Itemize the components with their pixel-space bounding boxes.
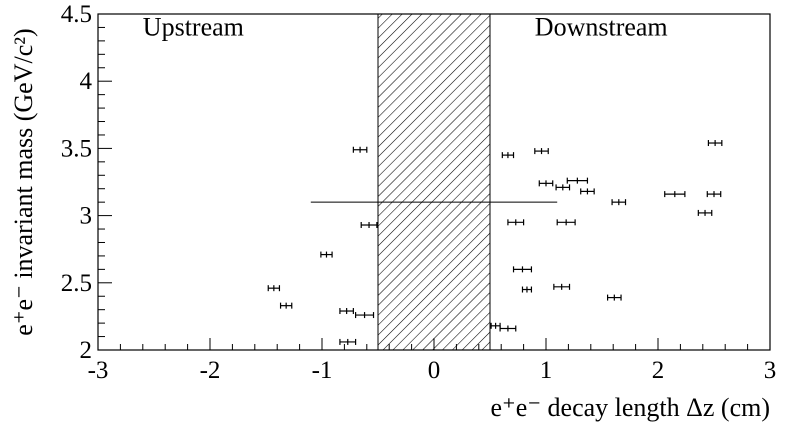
data-point <box>706 191 722 198</box>
x-tick-label: 0 <box>428 357 441 384</box>
text-layer: -3 -2 -1 0 1 2 3 2 2.5 3 3.5 4 4.5 Upstream Downstream… <box>9 1 776 422</box>
data-point <box>490 322 501 329</box>
tick-layer <box>97 13 771 351</box>
data-point <box>339 308 354 315</box>
y-tick-label: 3.5 <box>61 135 92 162</box>
data-point <box>707 140 723 147</box>
y-tick-label: 2 <box>80 337 93 364</box>
data-point <box>279 302 293 309</box>
data-point <box>664 191 686 198</box>
data-point <box>339 338 357 345</box>
data-point <box>352 146 368 153</box>
data-point <box>538 180 554 187</box>
x-tick-label: -2 <box>200 357 221 384</box>
x-tick-label: 3 <box>764 357 777 384</box>
shaded-region-hatch <box>378 14 490 350</box>
data-point <box>507 219 525 226</box>
data-point <box>566 177 589 184</box>
data-point <box>556 219 576 226</box>
data-point <box>606 294 622 301</box>
region-annotation: Upstream <box>143 13 244 42</box>
y-tick-label: 4.5 <box>61 1 92 28</box>
data-point <box>355 312 375 319</box>
y-tick-label: 3 <box>80 203 93 230</box>
x-tick-label: -1 <box>312 357 333 384</box>
x-tick-label: 2 <box>652 357 665 384</box>
y-axis-label: e⁺e⁻ invariant mass (GeV/c²) <box>9 28 38 335</box>
data-point <box>499 325 517 332</box>
data-point <box>580 188 595 195</box>
region-annotation: Downstream <box>535 13 668 42</box>
data-layer <box>267 140 723 345</box>
x-tick-label: 1 <box>540 357 553 384</box>
data-point <box>555 184 571 191</box>
y-tick-label: 4 <box>80 68 93 95</box>
data-point <box>611 199 627 206</box>
data-point <box>360 222 378 229</box>
data-point <box>501 152 515 159</box>
data-point <box>534 148 549 155</box>
data-point <box>267 285 281 292</box>
data-point <box>320 251 333 258</box>
data-point <box>697 209 713 216</box>
x-tick-label: -3 <box>88 357 109 384</box>
y-tick-label: 2.5 <box>61 270 92 297</box>
shaded-region-layer <box>377 14 491 350</box>
x-axis-label: e⁺e⁻ decay length Δz (cm) <box>491 393 770 422</box>
data-point <box>512 266 533 273</box>
data-point <box>521 286 533 293</box>
data-point <box>553 283 571 290</box>
